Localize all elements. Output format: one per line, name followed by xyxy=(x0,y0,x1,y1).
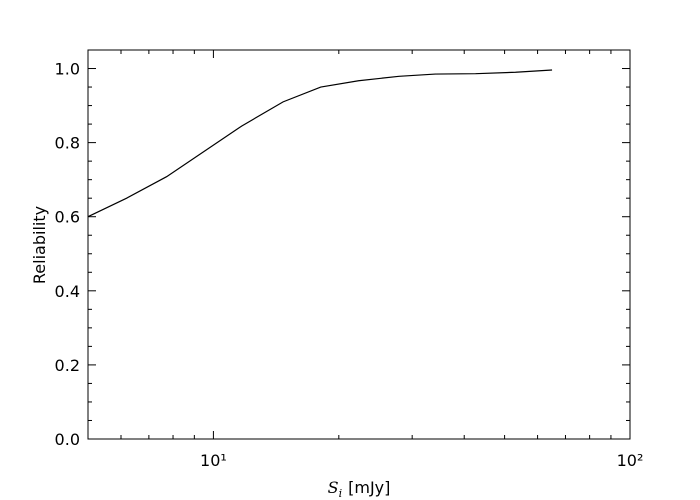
x-tick-label: 10¹ xyxy=(200,451,227,470)
x-label-symbol: S xyxy=(328,478,339,497)
y-tick-label: 0.6 xyxy=(55,208,80,227)
y-tick-label: 0.2 xyxy=(55,356,80,375)
x-tick-label: 10² xyxy=(617,451,644,470)
y-tick-label: 1.0 xyxy=(55,60,80,79)
x-label-unit: [mJy] xyxy=(348,478,390,497)
y-tick-label: 0.0 xyxy=(55,430,80,449)
x-label-subscript: i xyxy=(339,487,343,500)
y-axis-label: Reliability xyxy=(30,206,49,284)
line-series xyxy=(87,69,553,218)
x-axis-label: Si [mJy] xyxy=(328,478,391,500)
y-tick-label: 0.4 xyxy=(55,282,80,301)
y-tick-label: 0.8 xyxy=(55,134,80,153)
plot-frame xyxy=(87,49,631,440)
